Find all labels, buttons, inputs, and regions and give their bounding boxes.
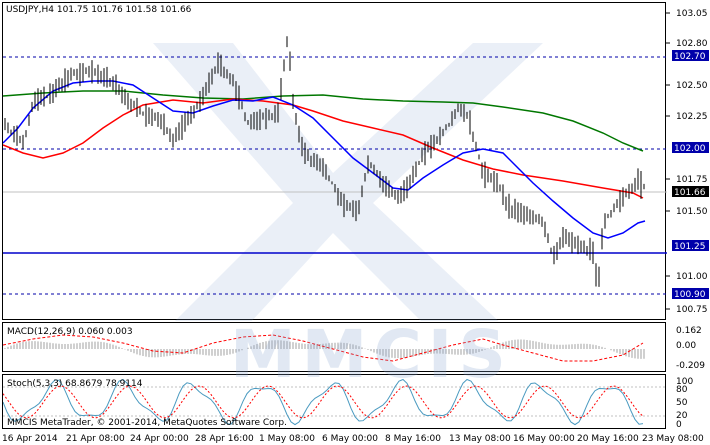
time-tick: 24 Apr 00:00	[130, 434, 189, 444]
price-tag-102-00	[672, 142, 709, 153]
price-axis-tick: 101.50	[666, 207, 708, 217]
price-tag-label-100-90: 100.90	[674, 290, 706, 300]
macd-label: MACD(12,26,9) 0.060 0.003	[7, 327, 133, 337]
price-tick-102-80: 102.80	[676, 39, 708, 49]
chart-header-symbol: USDJPY,H4 101.75 101.76 101.58 101.66	[6, 5, 191, 15]
price-axis-tick: 101.00	[666, 272, 708, 282]
price-axis-tick: 103.05	[666, 9, 708, 19]
stoch-chart: Stoch(5,3,3) 68.8679 78.9114 MMCIS MetaT…	[2, 378, 667, 428]
macd-tick-zero: 0.00	[676, 341, 696, 351]
price-tick-101-75: 101.75	[676, 175, 708, 185]
time-tick: 16 Apr 2014	[2, 434, 58, 444]
price-tick-101-50: 101.50	[676, 207, 708, 217]
time-tick: 20 May 16:00	[577, 434, 639, 444]
macd-panel[interactable]: MACD(12,26,9) 0.060 0.003	[2, 322, 666, 372]
stoch-main-line	[2, 378, 644, 426]
macd-tick-max: 0.162	[676, 326, 702, 336]
time-tick: 16 May 00:00	[513, 434, 575, 444]
price-tag-102-70	[672, 50, 709, 61]
stoch-tick-80: 80	[676, 385, 688, 395]
watermark-logo	[133, 43, 543, 363]
price-axis-tick: 102.50	[666, 81, 708, 91]
stoch-tick-0: 0	[676, 420, 682, 429]
price-tag-100-90	[672, 288, 709, 299]
price-tag-101-25	[672, 240, 709, 251]
time-tick: 28 Apr 16:00	[195, 434, 254, 444]
macd-axis: 0.162 0.00 -0.209	[676, 326, 705, 371]
stoch-tick-50: 50	[676, 398, 688, 408]
price-axis-tick: 101.75	[666, 175, 708, 185]
macd-tick-min: -0.209	[676, 361, 705, 371]
symbol-label: USDJPY,H4	[6, 5, 54, 15]
price-axis-tick: 102.80	[666, 39, 708, 49]
price-axis-tick: 100.75	[666, 305, 708, 315]
macd-chart: MACD(12,26,9) 0.060 0.003	[2, 327, 645, 362]
time-tick: 23 May 08:00	[642, 434, 704, 444]
stoch-tick-100: 100	[676, 377, 693, 387]
price-tick-100-75: 100.75	[676, 305, 708, 315]
stoch-label: Stoch(5,3,3) 68.8679 78.9114	[7, 379, 143, 389]
price-tag-label-current: 101.66	[674, 188, 706, 198]
price-bars	[4, 36, 645, 287]
time-tick: 21 Apr 08:00	[66, 434, 125, 444]
ma-slow-line	[2, 90, 644, 152]
stoch-tick-20: 20	[676, 411, 688, 421]
price-tick-102-50: 102.50	[676, 81, 708, 91]
time-tick: 13 May 08:00	[449, 434, 511, 444]
price-axis-tick: 102.25	[666, 112, 708, 122]
stoch-axis: 100 80 50 20 0	[676, 377, 693, 429]
main-chart-panel[interactable]	[2, 2, 667, 363]
price-axis: 103.05 102.80 102.70 102.50 102.25 102.0…	[666, 9, 709, 315]
stoch-panel[interactable]: Stoch(5,3,3) 68.8679 78.9114 MMCIS MetaT…	[2, 374, 667, 429]
ohlc-values: 101.75 101.76 101.58 101.66	[56, 5, 192, 15]
macd-signal-line	[2, 334, 644, 362]
macd-histogram	[4, 339, 645, 359]
price-tag-current	[672, 186, 709, 197]
copyright-text: MMCIS MetaTrader, © 2001-2014, MetaQuote…	[7, 418, 287, 428]
stoch-signal-line	[2, 385, 644, 419]
price-tick-103-05: 103.05	[676, 9, 708, 19]
price-tag-label-102-00: 102.00	[674, 144, 706, 154]
price-tick-102-25: 102.25	[676, 112, 708, 122]
time-axis: 16 Apr 2014 21 Apr 08:00 24 Apr 00:00 28…	[2, 434, 704, 444]
time-tick: 6 May 00:00	[322, 434, 378, 444]
time-tick: 8 May 16:00	[385, 434, 441, 444]
time-tick: 1 May 08:00	[259, 434, 315, 444]
price-chart[interactable]	[2, 3, 667, 363]
price-tick-101-00: 101.00	[676, 272, 708, 282]
price-tag-label-101-25: 101.25	[674, 242, 706, 252]
price-tag-label-102-70: 102.70	[674, 52, 706, 62]
